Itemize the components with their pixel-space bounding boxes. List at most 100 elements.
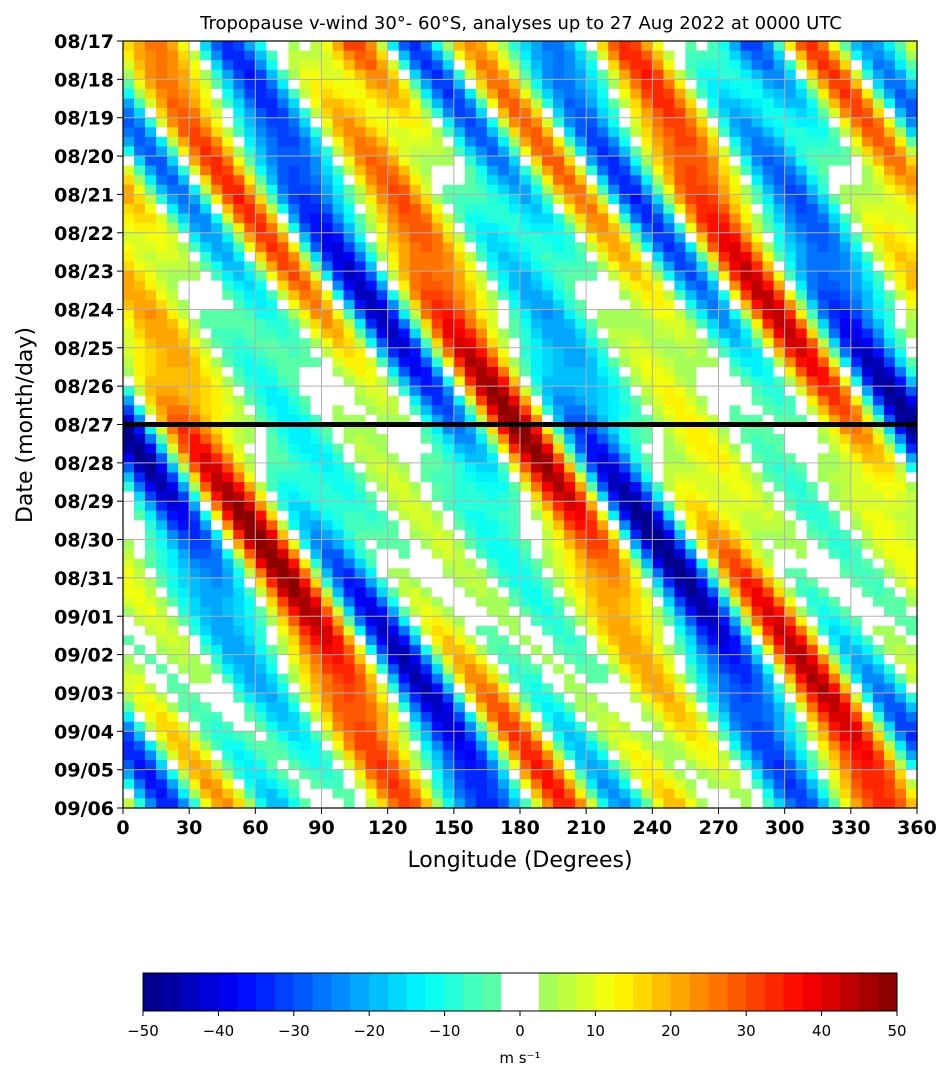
heatmap-cell	[376, 673, 389, 684]
heatmap-cell	[145, 290, 157, 301]
heatmap-cell	[156, 261, 168, 272]
heatmap-cell	[597, 280, 609, 291]
heatmap-cell	[288, 175, 301, 186]
heatmap-cell	[277, 529, 290, 541]
heatmap-cell	[211, 117, 223, 128]
heatmap-cell	[200, 117, 212, 128]
heatmap-cell	[751, 223, 764, 234]
heatmap-cell	[696, 520, 709, 531]
heatmap-cell	[343, 280, 356, 291]
heatmap-cell	[817, 309, 830, 320]
heatmap-cell	[310, 386, 323, 397]
heatmap-cell	[123, 510, 135, 521]
heatmap-cell	[200, 606, 212, 617]
heatmap-cell	[475, 261, 488, 272]
heatmap-cell	[167, 117, 179, 128]
heatmap-cell	[883, 568, 896, 579]
heatmap-cell	[641, 79, 653, 90]
heatmap-cell	[255, 606, 267, 617]
heatmap-cell	[542, 673, 554, 684]
heatmap-cell	[442, 165, 455, 176]
heatmap-cell	[178, 309, 190, 320]
heatmap-cell	[795, 251, 808, 263]
heatmap-cell	[652, 434, 664, 445]
heatmap-cell	[619, 692, 631, 704]
heatmap-cell	[520, 232, 532, 243]
heatmap-cell	[564, 223, 576, 234]
heatmap-cell	[189, 108, 201, 119]
heatmap-cell	[508, 50, 521, 61]
heatmap-cell	[553, 309, 565, 320]
heatmap-cell	[442, 194, 455, 205]
heatmap-cell	[233, 510, 245, 521]
heatmap-cell	[531, 194, 543, 205]
heatmap-cell	[608, 347, 620, 358]
heatmap-cell	[266, 127, 278, 138]
heatmap-cell	[508, 520, 521, 531]
heatmap-cell	[266, 597, 278, 608]
heatmap-cell	[321, 50, 334, 61]
heatmap-cell	[398, 702, 411, 713]
heatmap-cell	[905, 299, 918, 311]
heatmap-cell	[167, 395, 179, 406]
heatmap-cell	[828, 156, 841, 167]
heatmap-cell	[266, 587, 278, 598]
heatmap-cell	[674, 127, 687, 138]
heatmap-cell	[299, 146, 312, 157]
heatmap-cell	[553, 683, 565, 694]
heatmap-cell	[222, 568, 234, 579]
heatmap-cell	[508, 577, 521, 589]
heatmap-cell	[575, 165, 587, 176]
heatmap-cell	[542, 347, 554, 358]
heatmap-cell	[542, 654, 554, 665]
heatmap-cell	[497, 79, 510, 90]
heatmap-cell	[894, 232, 907, 243]
heatmap-cell	[564, 386, 576, 397]
heatmap-cell	[806, 165, 819, 176]
heatmap-cell	[762, 232, 775, 243]
heatmap-cell	[795, 510, 808, 521]
heatmap-cell	[299, 232, 312, 243]
heatmap-cell	[575, 328, 587, 339]
heatmap-cell	[674, 175, 687, 186]
heatmap-cell	[200, 702, 212, 713]
heatmap-cell	[420, 501, 433, 512]
heatmap-cell	[751, 683, 764, 694]
heatmap-cell	[520, 616, 532, 627]
heatmap-cell	[806, 673, 819, 684]
heatmap-cell	[894, 529, 907, 541]
heatmap-cell	[398, 434, 411, 445]
heatmap-cell	[178, 146, 190, 157]
heatmap-cell	[839, 213, 852, 224]
heatmap-cell	[244, 347, 256, 358]
heatmap-cell	[233, 41, 245, 52]
heatmap-cell	[729, 539, 742, 550]
heatmap-cell	[376, 232, 389, 243]
heatmap-cell	[244, 692, 256, 704]
heatmap-cell	[894, 645, 907, 656]
heatmap-cell	[222, 386, 234, 397]
heatmap-cell	[277, 184, 290, 195]
heatmap-cell	[255, 395, 267, 406]
heatmap-cell	[762, 223, 775, 234]
heatmap-cell	[707, 673, 720, 684]
heatmap-cell	[839, 395, 852, 406]
heatmap-cell	[189, 366, 201, 378]
heatmap-cell	[663, 501, 675, 512]
heatmap-cell	[597, 568, 609, 579]
heatmap-cell	[376, 692, 389, 704]
heatmap-cell	[685, 98, 698, 109]
heatmap-cell	[387, 491, 400, 502]
heatmap-cell	[630, 366, 642, 378]
heatmap-cell	[861, 338, 874, 349]
heatmap-cell	[839, 462, 852, 474]
heatmap-cell	[343, 108, 356, 119]
heatmap-cell	[486, 587, 499, 598]
heatmap-cell	[376, 127, 389, 138]
heatmap-cell	[608, 510, 620, 521]
heatmap-cell	[211, 702, 223, 713]
heatmap-cell	[806, 616, 819, 627]
heatmap-cell	[663, 280, 675, 291]
heatmap-cell	[630, 165, 642, 176]
heatmap-cell	[729, 625, 742, 637]
